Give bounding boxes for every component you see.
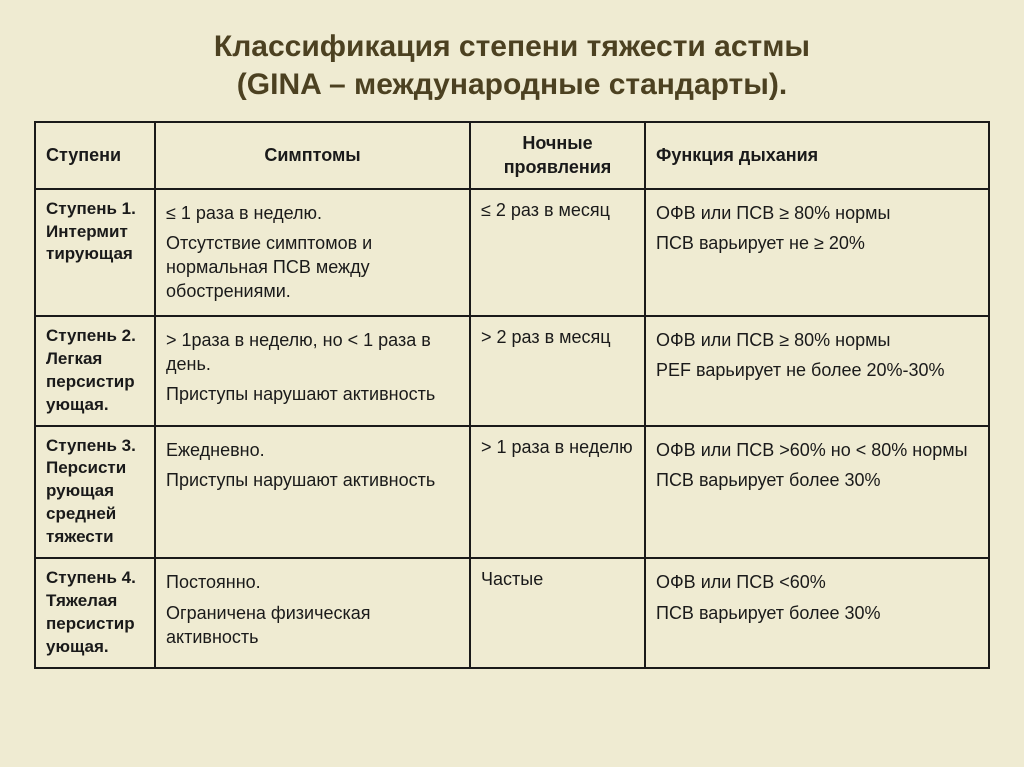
col-header-stages: Ступени [35, 122, 155, 189]
symptoms-line: Ежедневно. [166, 438, 459, 462]
function-cell: ОФВ или ПСВ ≥ 80% нормы PEF варьирует не… [645, 316, 989, 426]
night-cell: > 2 раз в месяц [470, 316, 645, 426]
stage-cell: Ступень 4. Тяжелая персистир ующая. [35, 558, 155, 668]
function-line: ОФВ или ПСВ ≥ 80% нормы [656, 328, 978, 352]
title-line-2: (GINA – международные стандарты). [237, 68, 787, 101]
col-header-symptoms: Симптомы [155, 122, 470, 189]
col-header-function: Функция дыхания [645, 122, 989, 189]
symptoms-cell: > 1раза в неделю, но < 1 раза в день. Пр… [155, 316, 470, 426]
stage-cell: Ступень 2. Легкая персистир ующая. [35, 316, 155, 426]
stage-cell: Ступень 3. Персисти рующая средней тяжес… [35, 426, 155, 559]
night-cell: > 1 раза в неделю [470, 426, 645, 559]
symptoms-line: Постоянно. [166, 570, 459, 594]
table-header-row: Ступени Симптомы Ночные проявления Функц… [35, 122, 989, 189]
slide-title: Классификация степени тяжести астмы (GIN… [34, 28, 990, 103]
function-line: ПСВ варьирует не ≥ 20% [656, 231, 978, 255]
table-row: Ступень 4. Тяжелая персистир ующая. Пост… [35, 558, 989, 668]
table-row: Ступень 3. Персисти рующая средней тяжес… [35, 426, 989, 559]
symptoms-cell: ≤ 1 раза в неделю. Отсутствие симптомов … [155, 189, 470, 316]
function-cell: ОФВ или ПСВ <60% ПСВ варьирует более 30% [645, 558, 989, 668]
classification-table: Ступени Симптомы Ночные проявления Функц… [34, 121, 990, 669]
function-line: ПСВ варьирует более 30% [656, 601, 978, 625]
function-line: ОФВ или ПСВ ≥ 80% нормы [656, 201, 978, 225]
symptoms-line: Ограничена физическая активность [166, 601, 459, 650]
symptoms-line: Приступы нарушают активность [166, 468, 459, 492]
symptoms-line: Приступы нарушают активность [166, 382, 459, 406]
symptoms-line: > 1раза в неделю, но < 1 раза в день. [166, 328, 459, 377]
stage-cell: Ступень 1. Интермит тирующая [35, 189, 155, 316]
symptoms-cell: Постоянно. Ограничена физическая активно… [155, 558, 470, 668]
symptoms-line: Отсутствие симптомов и нормальная ПСВ ме… [166, 231, 459, 304]
function-line: ПСВ варьирует более 30% [656, 468, 978, 492]
function-cell: ОФВ или ПСВ >60% но < 80% нормы ПСВ варь… [645, 426, 989, 559]
table-row: Ступень 1. Интермит тирующая ≤ 1 раза в … [35, 189, 989, 316]
function-line: ОФВ или ПСВ >60% но < 80% нормы [656, 438, 978, 462]
table-row: Ступень 2. Легкая персистир ующая. > 1ра… [35, 316, 989, 426]
function-line: ОФВ или ПСВ <60% [656, 570, 978, 594]
col-header-night: Ночные проявления [470, 122, 645, 189]
symptoms-line: ≤ 1 раза в неделю. [166, 201, 459, 225]
symptoms-cell: Ежедневно. Приступы нарушают активность [155, 426, 470, 559]
title-line-1: Классификация степени тяжести астмы [214, 30, 810, 63]
function-line: PEF варьирует не более 20%-30% [656, 358, 978, 382]
function-cell: ОФВ или ПСВ ≥ 80% нормы ПСВ варьирует не… [645, 189, 989, 316]
night-cell: ≤ 2 раз в месяц [470, 189, 645, 316]
night-cell: Частые [470, 558, 645, 668]
